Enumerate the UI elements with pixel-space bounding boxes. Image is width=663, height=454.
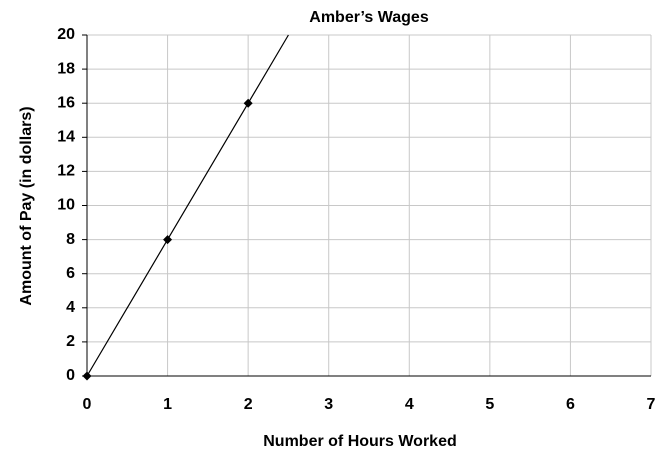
y-tick-label: 10 bbox=[57, 197, 75, 214]
y-tick-label: 12 bbox=[57, 163, 75, 180]
y-tick-label: 6 bbox=[66, 265, 75, 282]
data-line bbox=[86, 34, 289, 377]
y-tick-label: 20 bbox=[57, 26, 75, 43]
x-tick-label: 0 bbox=[83, 396, 92, 413]
y-tick-label: 18 bbox=[57, 60, 75, 77]
x-tick-label: 3 bbox=[324, 396, 333, 413]
y-axis-label: Amount of Pay (in dollars) bbox=[18, 106, 35, 305]
chart-title: Amber’s Wages bbox=[309, 9, 429, 26]
y-tick-label: 4 bbox=[66, 299, 75, 316]
x-tick-label: 1 bbox=[163, 396, 172, 413]
x-tick-label: 2 bbox=[244, 396, 253, 413]
data-point bbox=[243, 98, 253, 108]
x-tick-label: 7 bbox=[647, 396, 656, 413]
data-point bbox=[163, 235, 173, 245]
y-tick-label: 8 bbox=[66, 231, 75, 248]
y-tick-label: 16 bbox=[57, 94, 75, 111]
y-tick-label: 14 bbox=[57, 129, 75, 146]
x-tick-label: 5 bbox=[485, 396, 494, 413]
data-point bbox=[82, 371, 92, 381]
y-tick-label: 2 bbox=[66, 333, 75, 350]
x-tick-label: 4 bbox=[405, 396, 414, 413]
x-axis-label: Number of Hours Worked bbox=[263, 433, 457, 450]
x-tick-label: 6 bbox=[566, 396, 575, 413]
y-tick-label: 0 bbox=[66, 367, 75, 384]
